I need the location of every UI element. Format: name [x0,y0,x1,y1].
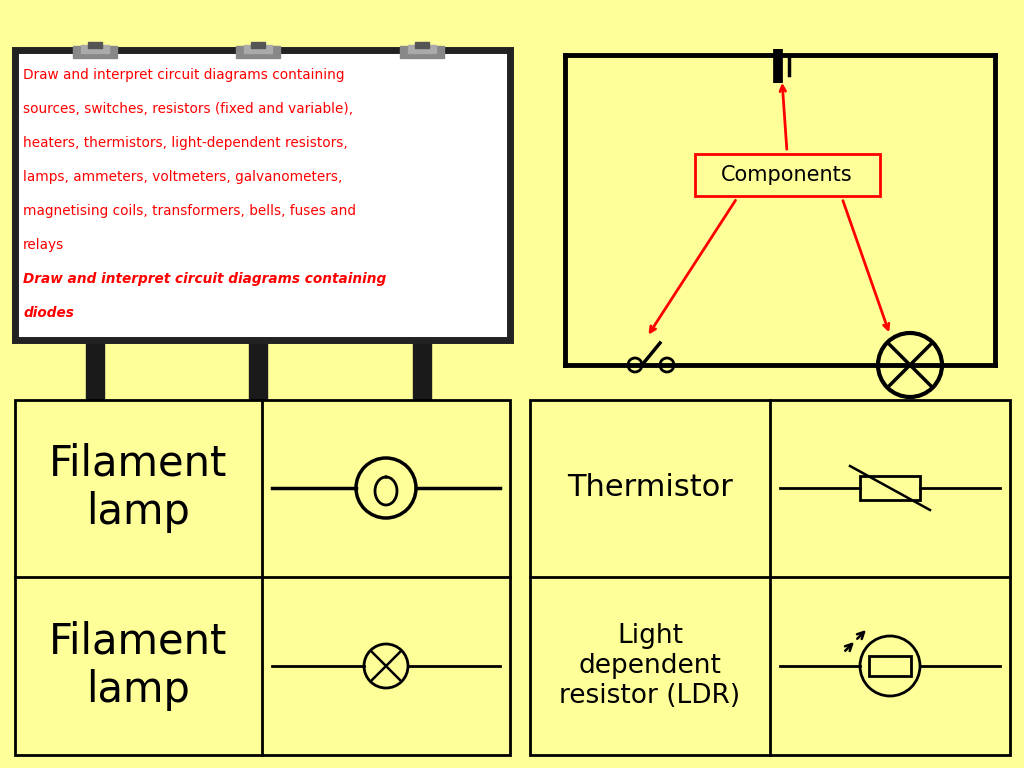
Bar [73,46,117,58]
Bar [869,656,911,676]
Bar [220,434,296,446]
Bar [415,42,429,48]
Bar [236,46,280,58]
Bar [15,400,510,755]
Text: Draw and interpret circuit diagrams containing: Draw and interpret circuit diagrams cont… [23,272,386,286]
Bar [81,45,109,53]
Bar [860,476,920,500]
Bar [15,50,510,340]
Bar [249,340,267,420]
Bar [251,42,265,48]
Bar [57,434,133,446]
Bar [413,340,431,420]
Bar [392,420,452,434]
Bar [65,420,125,434]
Bar [384,434,460,446]
Bar [530,400,1010,755]
Bar [228,420,288,434]
Text: diodes: diodes [23,306,74,320]
Text: lamps, ammeters, voltmeters, galvanometers,: lamps, ammeters, voltmeters, galvanomete… [23,170,342,184]
Text: Thermistor: Thermistor [567,474,733,502]
Bar [86,340,104,420]
Text: relays: relays [23,238,65,252]
Text: Filament
lamp: Filament lamp [49,442,227,533]
Bar [244,45,272,53]
Text: Light
dependent
resistor (LDR): Light dependent resistor (LDR) [559,623,740,709]
Bar [400,46,444,58]
Bar [695,154,880,196]
Text: Filament
lamp: Filament lamp [49,621,227,711]
Text: Components: Components [721,165,853,185]
Text: heaters, thermistors, light-dependent resistors,: heaters, thermistors, light-dependent re… [23,136,348,150]
Text: magnetising coils, transformers, bells, fuses and: magnetising coils, transformers, bells, … [23,204,356,218]
Bar [88,42,102,48]
Bar [408,45,436,53]
Text: sources, switches, resistors (fixed and variable),: sources, switches, resistors (fixed and … [23,102,353,116]
Text: Draw and interpret circuit diagrams containing: Draw and interpret circuit diagrams cont… [23,68,344,82]
